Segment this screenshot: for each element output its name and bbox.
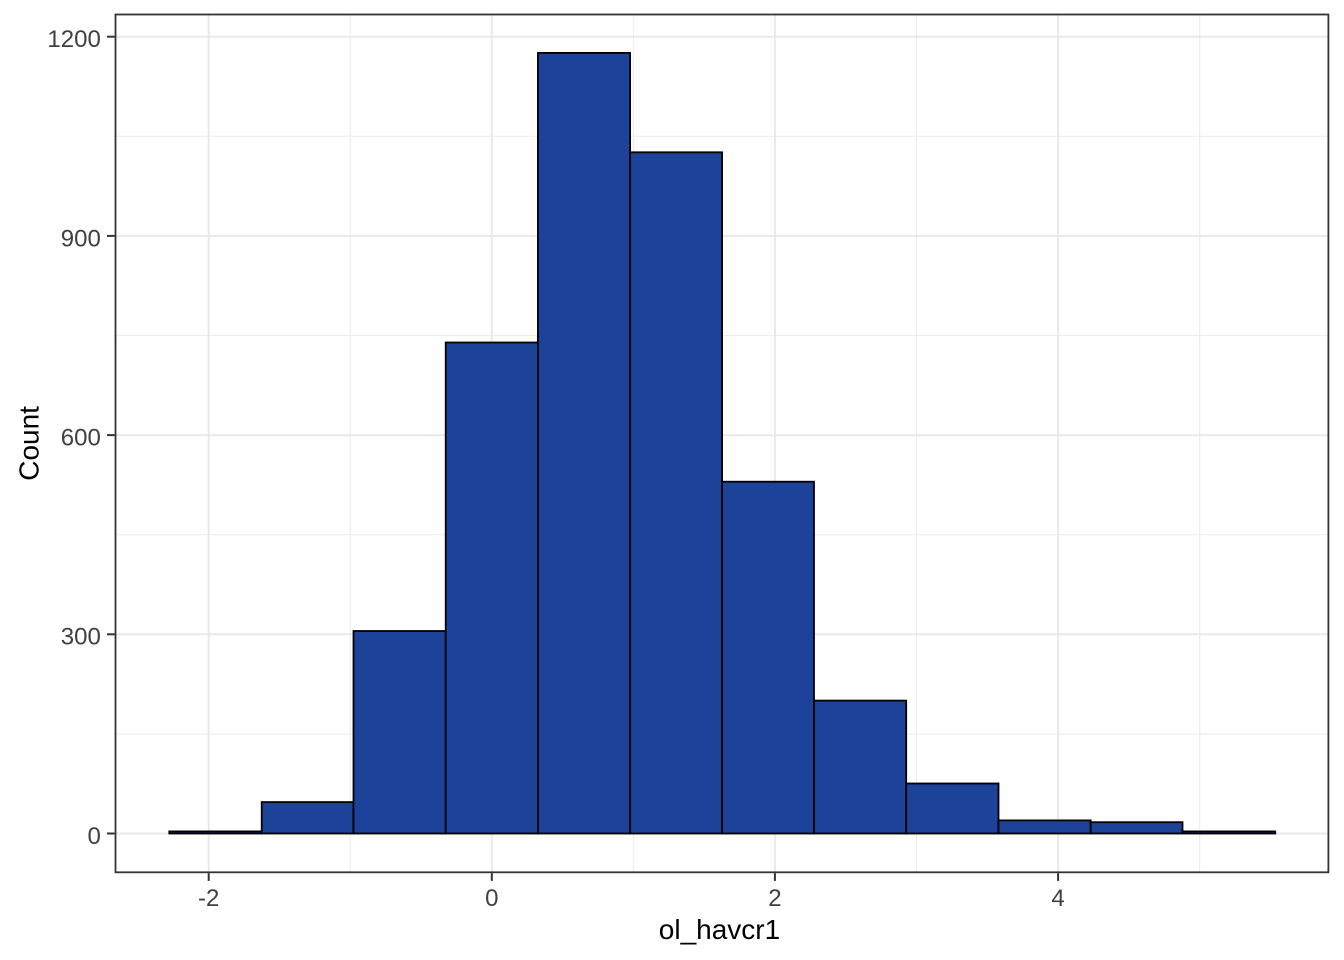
svg-text:-2: -2: [198, 885, 219, 912]
svg-text:600: 600: [61, 425, 101, 452]
svg-text:1200: 1200: [47, 26, 100, 53]
svg-text:Count: Count: [13, 406, 44, 481]
svg-text:300: 300: [61, 624, 101, 651]
svg-text:900: 900: [61, 225, 101, 252]
svg-text:2: 2: [768, 885, 781, 912]
svg-text:0: 0: [87, 823, 100, 850]
svg-text:4: 4: [1051, 885, 1064, 912]
svg-text:ol_havcr1: ol_havcr1: [659, 914, 780, 945]
svg-text:0: 0: [485, 885, 498, 912]
